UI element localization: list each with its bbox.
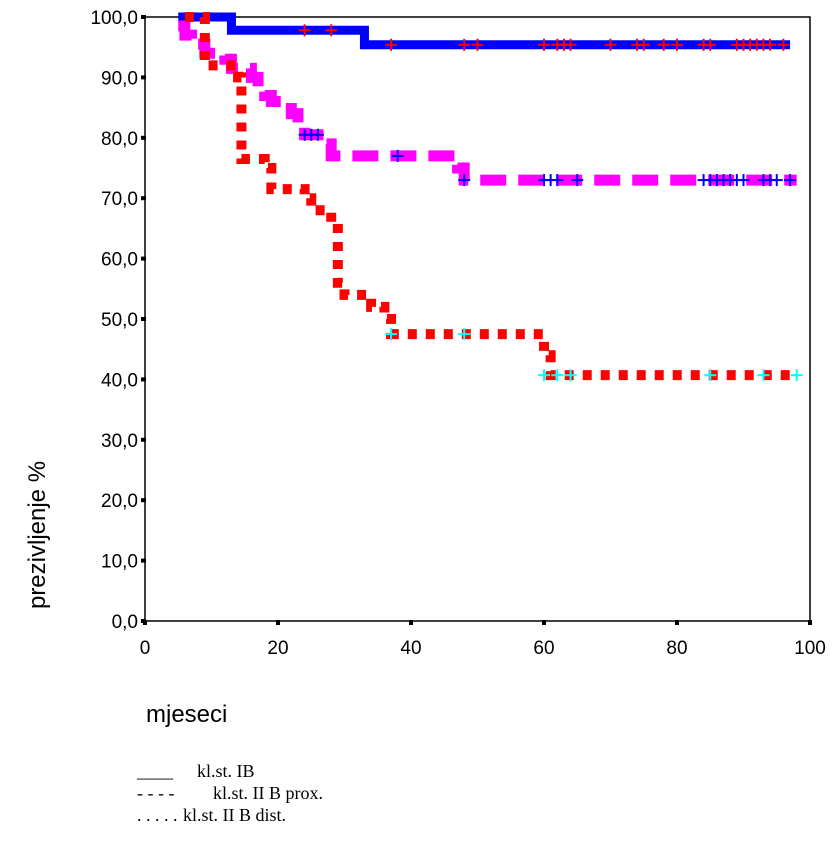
y-tick-label: 30,0 xyxy=(101,431,138,452)
legend: ____ kl.st. IB - - - - kl.st. II B prox. .… xyxy=(137,760,323,826)
legend-marker-ib: ____ xyxy=(137,761,173,781)
legend-label-iib-dist: kl.st. II B dist. xyxy=(183,805,287,825)
y-tick-mark xyxy=(141,196,146,201)
legend-marker-iib-prox: - - - - xyxy=(137,783,175,803)
y-tick-label: 70,0 xyxy=(101,189,138,210)
y-tick-label: 100,0 xyxy=(90,8,138,29)
y-tick-mark xyxy=(141,317,146,321)
legend-item-iib-prox: - - - - kl.st. II B prox. xyxy=(137,782,323,804)
x-tick-label: 80 xyxy=(666,638,687,659)
x-tick-mark xyxy=(675,620,679,625)
plot-area xyxy=(144,12,811,622)
y-axis: 0,0 10,0 20,0 30,0 40,0 50,0 60,0 70,0 80,0 90,0 1… xyxy=(90,8,146,633)
legend-label-iib-prox: kl.st. II B prox. xyxy=(213,783,323,803)
y-tick-mark xyxy=(141,75,146,80)
y-axis-title: prezivljenje % xyxy=(24,461,51,609)
x-axis: 0 20 40 60 80 100 xyxy=(140,620,826,659)
y-tick-mark xyxy=(141,558,146,563)
y-tick-label: 0,0 xyxy=(112,612,138,633)
x-tick-mark xyxy=(276,620,280,625)
legend-label-ib: kl.st. IB xyxy=(197,761,255,781)
y-tick-label: 10,0 xyxy=(101,552,138,573)
legend-item-iib-dist: . . . . . kl.st. II B dist. xyxy=(137,804,323,826)
survival-curve-3 xyxy=(184,12,791,381)
survival-chart: 0,0 10,0 20,0 30,0 40,0 50,0 60,0 70,0 80,0 90,0 1… xyxy=(24,8,826,728)
survival-curve-1 xyxy=(178,12,791,50)
y-tick-mark xyxy=(141,15,146,19)
x-tick-mark xyxy=(143,620,147,625)
legend-marker-iib-dist: . . . . . xyxy=(137,805,178,825)
legend-item-ib: ____ kl.st. IB xyxy=(137,760,323,782)
y-tick-label: 80,0 xyxy=(101,129,138,150)
y-tick-label: 40,0 xyxy=(101,370,138,391)
x-tick-mark xyxy=(409,620,413,625)
x-tick-label: 40 xyxy=(400,638,421,659)
y-tick-label: 90,0 xyxy=(101,68,138,89)
y-tick-label: 50,0 xyxy=(101,310,138,331)
x-tick-label: 60 xyxy=(533,638,554,659)
y-tick-mark xyxy=(141,377,146,382)
y-tick-mark xyxy=(141,498,146,503)
x-tick-mark xyxy=(808,620,812,625)
x-tick-label: 100 xyxy=(794,638,826,659)
y-tick-mark xyxy=(141,135,146,140)
x-tick-label: 0 xyxy=(140,638,151,659)
survival-curve-2 xyxy=(178,20,797,186)
x-axis-title: mjeseci xyxy=(146,701,227,728)
y-tick-label: 20,0 xyxy=(101,491,138,512)
y-tick-mark xyxy=(141,256,146,261)
y-tick-label: 60,0 xyxy=(101,250,138,271)
y-tick-mark xyxy=(141,437,146,442)
x-tick-label: 20 xyxy=(267,638,288,659)
x-tick-mark xyxy=(542,620,546,625)
